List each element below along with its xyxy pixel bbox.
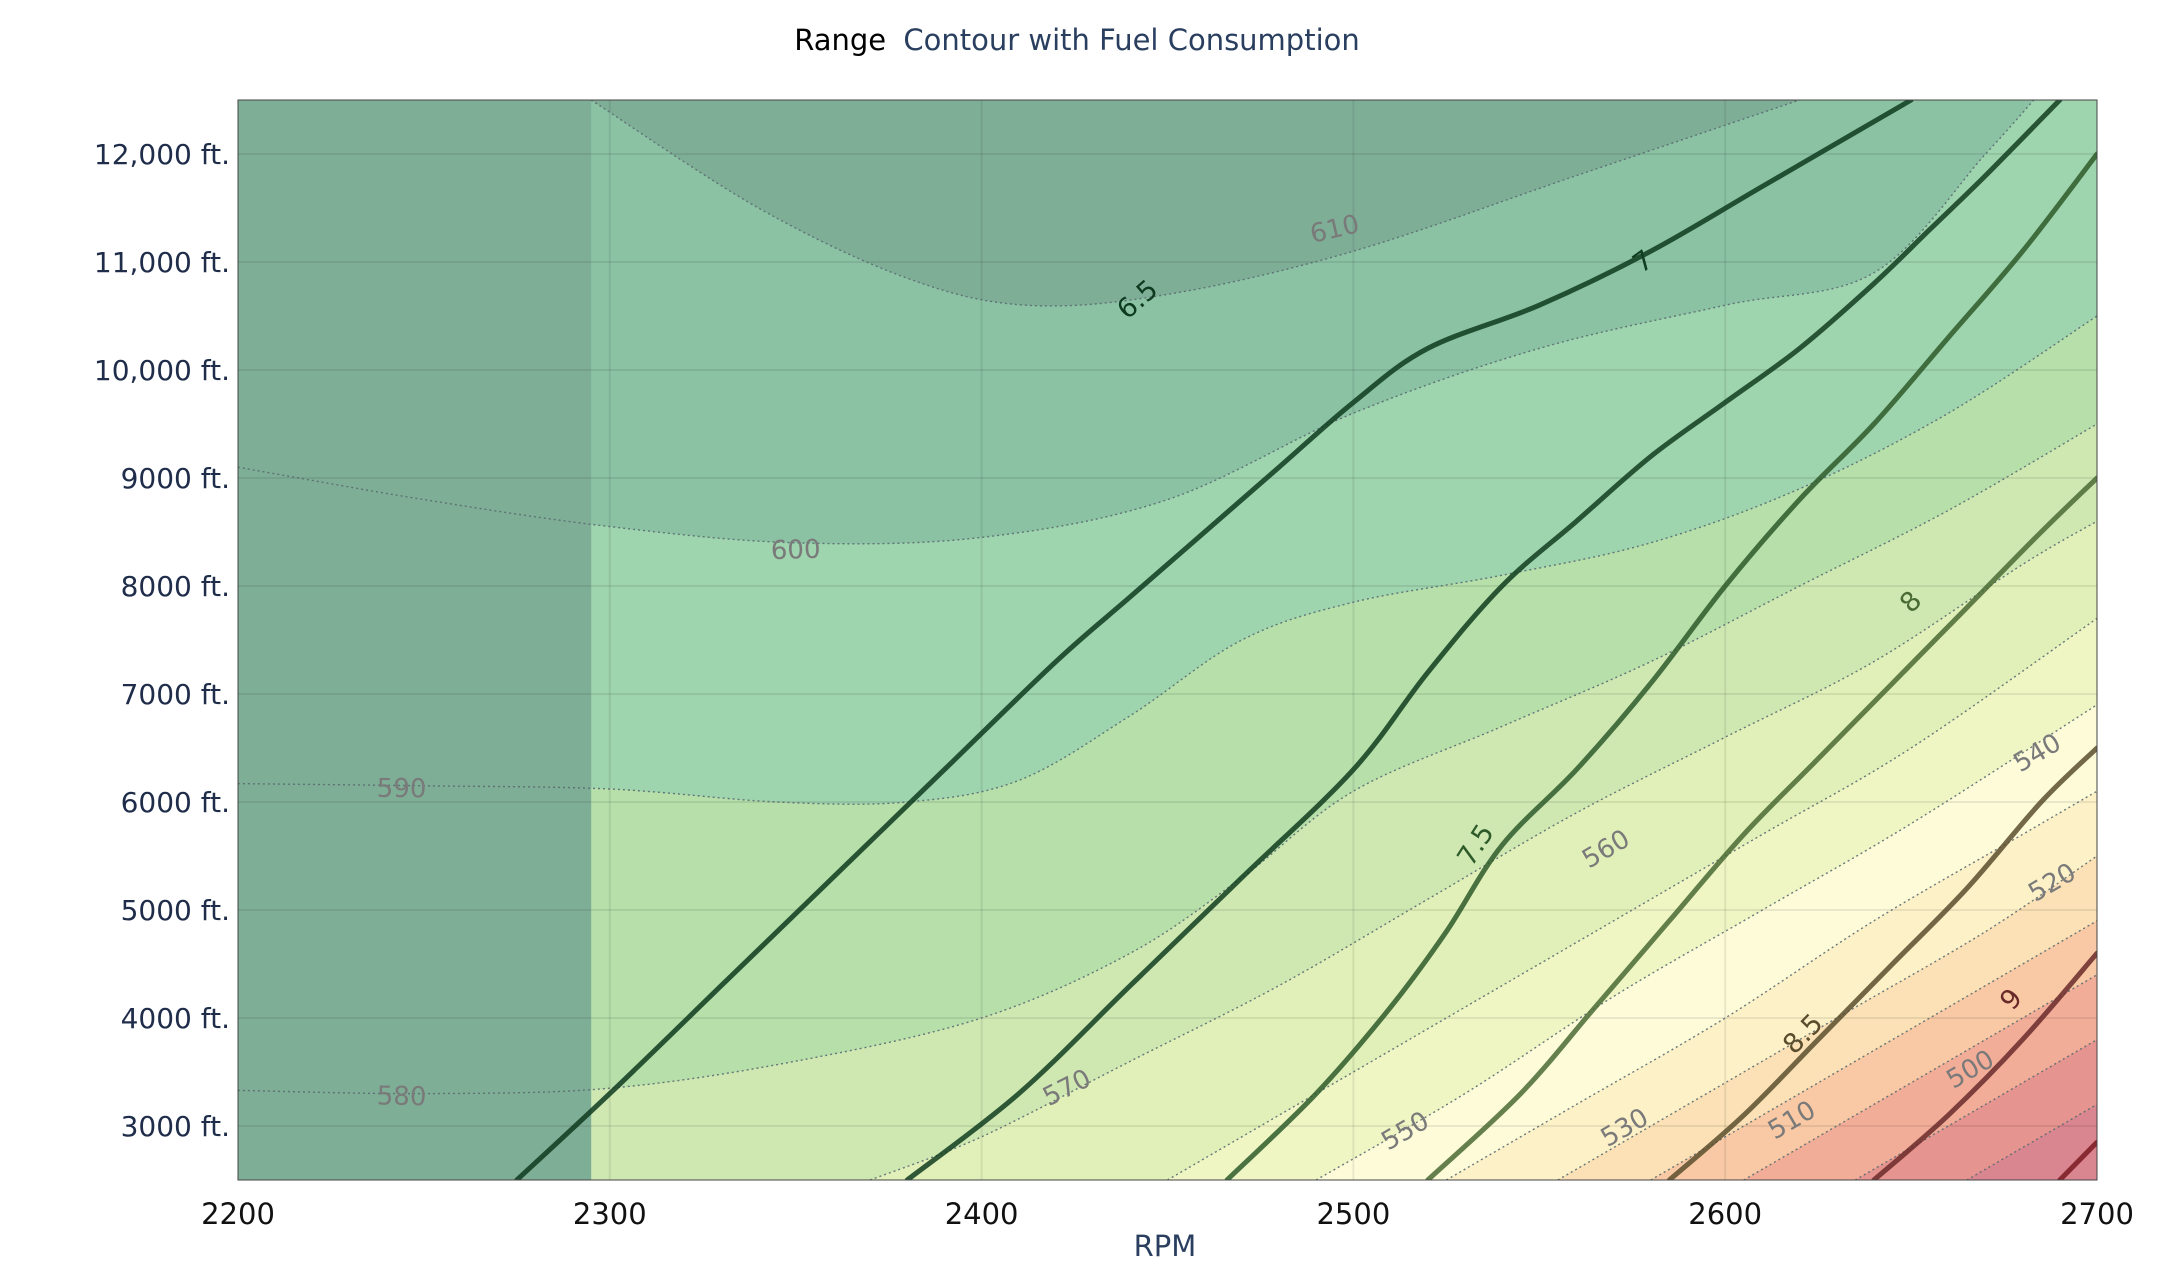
y-tick-label: 5000 ft. bbox=[121, 894, 230, 927]
fuel-line-9 bbox=[1871, 950, 2097, 1180]
range-contour-line-500 bbox=[1854, 1038, 2097, 1180]
range-contour-line-580 bbox=[238, 423, 2097, 1095]
grid-layer bbox=[238, 100, 2097, 1180]
x-tick-label: 2700 bbox=[2060, 1197, 2134, 1231]
range-contour-label-580: 580 bbox=[377, 1081, 427, 1112]
range-contour-line-530 bbox=[1557, 855, 2097, 1180]
x-tick-label: 2500 bbox=[1316, 1197, 1390, 1231]
fuel-consumption-lines bbox=[514, 100, 2097, 1180]
plot-border bbox=[237, 99, 2098, 1181]
range-contour-line-490 bbox=[1966, 1103, 2097, 1180]
range-region-600 bbox=[238, 100, 2034, 544]
fuel-line-6-5 bbox=[514, 100, 1914, 1180]
y-tick-label: 3000 ft. bbox=[121, 1110, 230, 1143]
x-tick-label: 2200 bbox=[201, 1197, 275, 1231]
x-tick-label: 2400 bbox=[945, 1197, 1019, 1231]
chart-title-bold: Range bbox=[794, 23, 886, 57]
range-contour-line-540 bbox=[1446, 790, 2097, 1180]
range-contour-line-550 bbox=[1315, 704, 2097, 1180]
range-fill-layer bbox=[238, 100, 2097, 1180]
x-axis-label: RPM bbox=[1134, 1229, 1197, 1262]
range-contour-line-590 bbox=[238, 315, 2097, 805]
chart-title: Range Contour with Fuel Consumption bbox=[794, 23, 1360, 57]
y-tick-label: 8000 ft. bbox=[121, 570, 230, 603]
range-contour-line-560 bbox=[1167, 617, 2097, 1180]
fuel-line-8 bbox=[1425, 475, 2097, 1180]
y-tick-label: 7000 ft. bbox=[121, 678, 230, 711]
chart-title-rest: Contour with Fuel Consumption bbox=[903, 23, 1359, 57]
y-tick-label: 9000 ft. bbox=[121, 462, 230, 495]
y-tick-label: 12,000 ft. bbox=[94, 138, 230, 171]
y-tick-label: 4000 ft. bbox=[121, 1002, 230, 1035]
range-contour-lines bbox=[238, 100, 2097, 1180]
range-contour-label-590: 590 bbox=[377, 774, 427, 805]
range-region-610 bbox=[238, 100, 1800, 1180]
range-contour-line-570 bbox=[869, 520, 2097, 1180]
fuel-line-9-5 bbox=[2057, 1139, 2097, 1180]
y-tick-label: 6000 ft. bbox=[121, 786, 230, 819]
y-tick-label: 10,000 ft. bbox=[94, 354, 230, 387]
fuel-line-7 bbox=[904, 100, 2063, 1180]
fuel-line-7-5 bbox=[1224, 151, 2097, 1180]
x-axis-ticks: 2200 2300 2400 2500 2600 2700 bbox=[201, 1197, 2134, 1231]
y-tick-label: 11,000 ft. bbox=[94, 246, 230, 279]
y-axis-ticks: 3000 ft. 4000 ft. 5000 ft. 6000 ft. 7000 ft.… bbox=[94, 138, 230, 1143]
range-contour-label-600: 600 bbox=[770, 535, 821, 566]
x-tick-label: 2600 bbox=[1688, 1197, 1762, 1231]
x-tick-label: 2300 bbox=[573, 1197, 647, 1231]
fuel-line-8-5 bbox=[1666, 745, 2097, 1180]
